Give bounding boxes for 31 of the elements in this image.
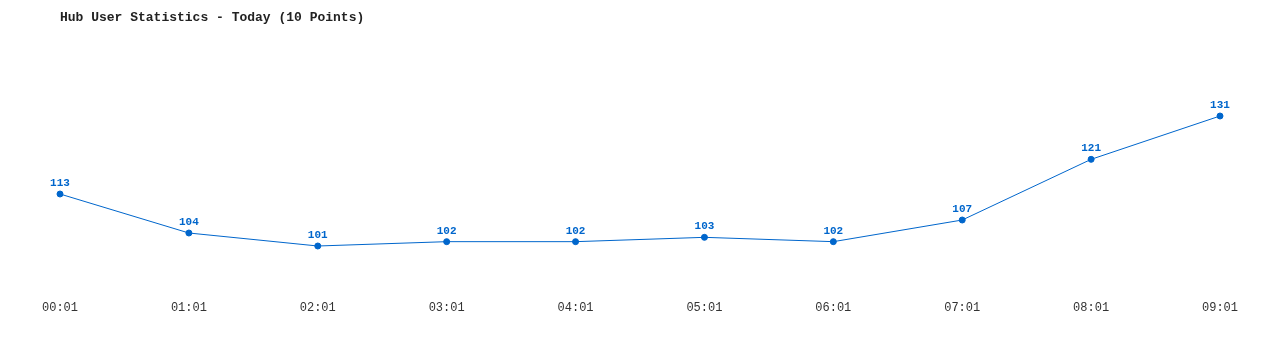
point	[1087, 155, 1095, 163]
x-tick-label: 06:01	[815, 300, 852, 315]
x-tick-label: 01:01	[170, 300, 207, 315]
point	[314, 242, 322, 250]
x-tick-label: 04:01	[557, 300, 594, 315]
data-label: 121	[1081, 142, 1102, 155]
data-label: 102	[823, 224, 844, 237]
x-tick-label: 03:01	[428, 300, 465, 315]
chart-title: Hub User Statistics - Today (10 Points)	[60, 10, 365, 25]
data-label: 131	[1210, 99, 1231, 111]
data-label: 102	[436, 224, 457, 237]
x-tick-label: 02:01	[299, 300, 336, 315]
data-label: 101	[307, 229, 329, 241]
point	[829, 238, 837, 246]
x-tick-label: 07:01	[944, 300, 981, 315]
point	[700, 233, 708, 241]
x-tick-label: 00:01	[41, 300, 79, 315]
point	[1216, 112, 1224, 120]
point	[185, 229, 193, 237]
data-label: 103	[694, 220, 715, 233]
x-tick-label: 08:01	[1073, 300, 1110, 315]
point	[443, 238, 451, 246]
data-label: 107	[952, 203, 973, 215]
x-tick-label: 05:01	[686, 300, 723, 315]
point	[572, 238, 580, 246]
data-label: 113	[50, 177, 71, 189]
x-tick-label: 09:01	[1201, 300, 1239, 315]
point	[958, 216, 966, 224]
point	[56, 190, 64, 198]
data-label: 104	[178, 216, 200, 228]
data-label: 102	[565, 224, 586, 237]
